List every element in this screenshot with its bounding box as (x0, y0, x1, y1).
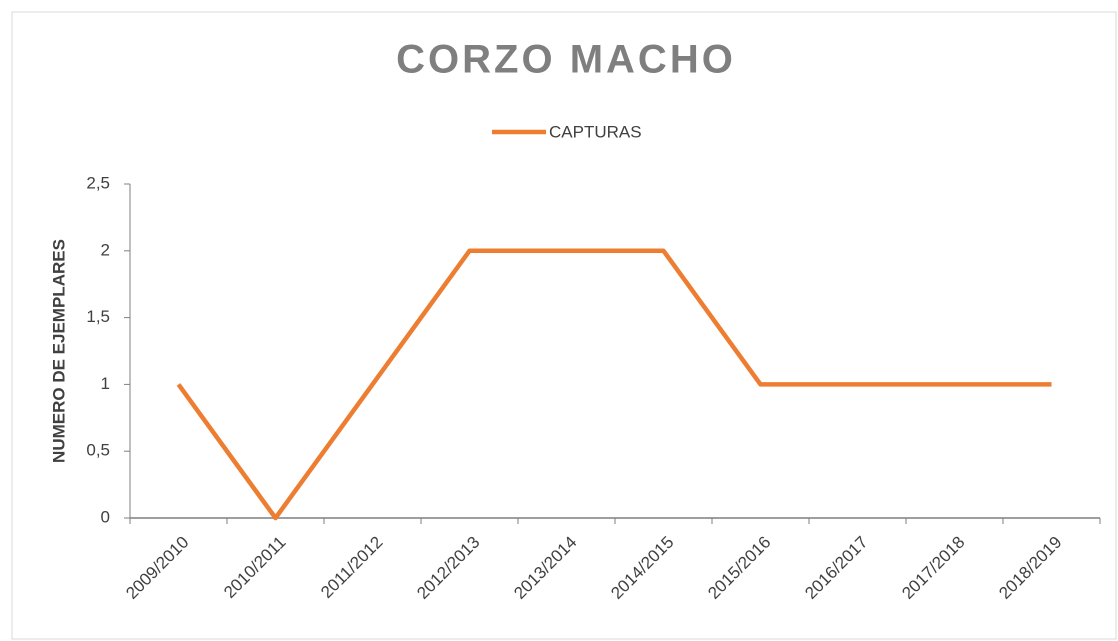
y-tick-label: 2,5 (86, 173, 110, 192)
legend-label: CAPTURAS (549, 122, 642, 141)
y-tick-label: 1,5 (86, 307, 110, 326)
y-tick-label: 2 (101, 240, 110, 259)
chart-border (11, 11, 1117, 640)
y-axis-label: NUMERO DE EJEMPLARES (49, 239, 68, 463)
y-tick-label: 0 (101, 507, 110, 526)
line-series (176, 248, 1052, 521)
chart-title: CORZO MACHO (396, 38, 736, 82)
y-tick-label: 0,5 (86, 441, 110, 460)
y-tick-label: 1 (101, 374, 110, 393)
